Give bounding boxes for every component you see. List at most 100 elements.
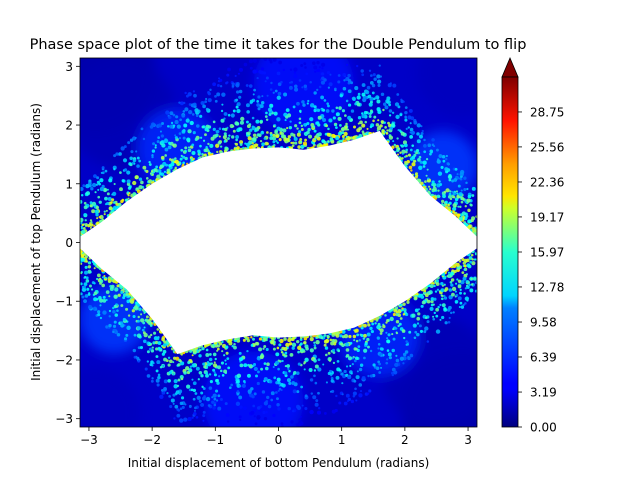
heatmap-cell — [83, 299, 87, 304]
heatmap-cell — [294, 141, 298, 145]
heatmap-cell — [359, 120, 363, 125]
heatmap-cell — [404, 106, 408, 109]
heatmap-cell — [447, 174, 453, 180]
heatmap-cell — [341, 335, 345, 339]
heatmap-cell — [99, 281, 102, 285]
heatmap-cell — [462, 303, 465, 307]
heatmap-cell — [329, 338, 333, 342]
heatmap-cell — [257, 370, 260, 374]
heatmap-cell — [129, 156, 133, 161]
heatmap-cell — [225, 413, 230, 417]
heatmap-cell — [339, 93, 344, 98]
heatmap-cell — [457, 184, 461, 188]
heatmap-cell — [259, 139, 263, 143]
heatmap-cell — [157, 346, 161, 350]
heatmap-cell — [318, 407, 321, 410]
heatmap-cell — [207, 142, 210, 146]
heatmap-cell — [128, 192, 131, 195]
heatmap-cell — [377, 343, 381, 346]
heatmap-cell — [252, 93, 255, 96]
heatmap-cell — [253, 364, 256, 367]
heatmap-cell — [367, 374, 370, 378]
heatmap-cell — [455, 282, 458, 285]
heatmap-cell — [460, 200, 464, 204]
heatmap-cell — [243, 381, 246, 384]
heatmap-cell — [472, 276, 477, 281]
heatmap-cell — [159, 365, 163, 369]
heatmap-cell — [249, 66, 253, 70]
heatmap-cell — [353, 347, 357, 351]
heatmap-cell — [259, 355, 264, 360]
heatmap-cell — [317, 391, 320, 395]
heatmap-cell — [320, 336, 324, 340]
heatmap-cell — [167, 363, 171, 367]
heatmap-cell — [423, 150, 427, 154]
heatmap-cell — [299, 415, 302, 418]
heatmap-cell — [207, 91, 210, 94]
heatmap-cell — [304, 66, 307, 69]
heatmap-cell — [189, 349, 193, 353]
heatmap-cell — [371, 322, 375, 326]
heatmap-cell — [114, 287, 119, 292]
heatmap-cell — [93, 297, 98, 302]
heatmap-cell — [239, 363, 244, 368]
heatmap-cell — [314, 381, 318, 385]
heatmap-cell — [330, 379, 334, 383]
heatmap-cell — [309, 409, 314, 415]
heatmap-cell — [434, 195, 438, 199]
heatmap-cell — [205, 97, 208, 101]
heatmap-cell — [443, 283, 446, 286]
heatmap-cell — [108, 309, 112, 313]
heatmap-cell — [366, 85, 371, 90]
heatmap-cell — [188, 388, 192, 392]
heatmap-cell — [422, 184, 426, 187]
heatmap-cell — [183, 417, 188, 422]
heatmap-cell — [313, 374, 316, 378]
heatmap-cell — [239, 140, 244, 145]
heatmap-cell — [88, 284, 92, 288]
heatmap-cell — [143, 326, 146, 329]
heatmap-cell — [393, 308, 398, 313]
heatmap-cell — [144, 318, 148, 322]
heatmap-cell — [306, 121, 310, 126]
heatmap-cell — [205, 107, 209, 111]
heatmap-cell — [356, 370, 359, 373]
heatmap-cell — [148, 163, 152, 166]
heatmap-cell — [249, 59, 253, 64]
heatmap-cell — [344, 114, 347, 117]
heatmap-cell — [469, 288, 474, 293]
heatmap-cell — [337, 80, 341, 84]
heatmap-cell — [280, 134, 285, 139]
heatmap-cell — [219, 342, 223, 346]
heatmap-cell — [473, 231, 477, 235]
heatmap-cell — [89, 226, 92, 229]
colorbar-tick-label: 28.75 — [530, 105, 564, 119]
heatmap-cell — [369, 125, 373, 129]
heatmap-cell — [152, 142, 156, 146]
heatmap-cell — [112, 310, 116, 314]
heatmap-cell — [470, 218, 474, 223]
heatmap-cell — [152, 341, 156, 345]
heatmap-cell — [174, 159, 179, 164]
heatmap-cell — [204, 100, 208, 104]
heatmap-cell — [168, 359, 173, 364]
heatmap-cell — [84, 294, 89, 298]
heatmap-cell — [373, 115, 377, 119]
heatmap-cell — [176, 124, 181, 129]
heatmap-cell — [80, 193, 84, 197]
heatmap-cell — [132, 180, 137, 186]
heatmap-cell — [265, 76, 269, 80]
heatmap-cell — [310, 392, 314, 395]
heatmap-cell — [157, 136, 161, 139]
heatmap-cell — [112, 201, 116, 204]
heatmap-cell — [355, 399, 358, 402]
heatmap-cell — [150, 379, 154, 383]
heatmap-cell — [225, 147, 228, 151]
heatmap-cell — [303, 84, 308, 89]
heatmap-cell — [83, 285, 87, 289]
heatmap-cell — [341, 109, 346, 113]
heatmap-cell — [276, 403, 280, 407]
heatmap-cell — [432, 186, 437, 191]
heatmap-cell — [380, 92, 385, 97]
heatmap-cell — [116, 333, 121, 337]
